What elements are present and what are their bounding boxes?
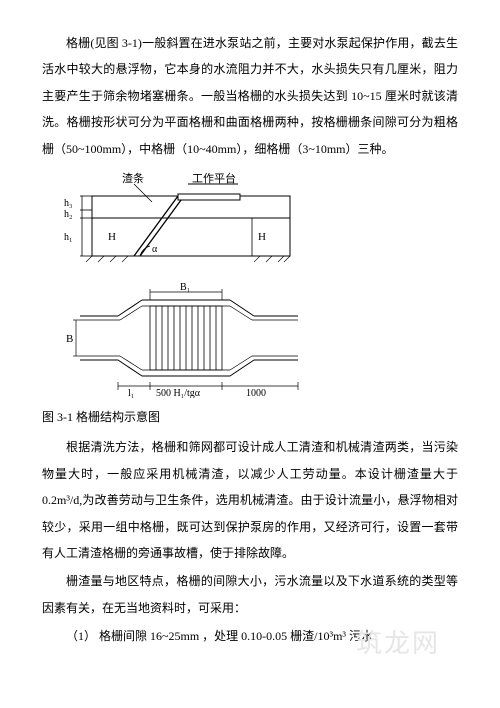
paragraph-intro: 格栅(见图 3-1)一般斜置在进水泵站之前，主要对水泵起保护作用，截去生活水中较… — [42, 30, 458, 162]
label-H-left: H — [108, 231, 116, 243]
grate-structure-svg: 渣条 工作平台 α h₃ h₂ h₁ H H — [60, 170, 320, 398]
label-alpha: α — [152, 244, 158, 255]
label-h3: h₃ — [64, 198, 73, 209]
dim-right: 1000 — [246, 388, 266, 398]
figure-3-1: 渣条 工作平台 α h₃ h₂ h₁ H H — [60, 170, 458, 398]
dim-mid: 500 H₁/tgα — [156, 388, 201, 398]
label-h2: h₂ — [64, 209, 73, 220]
paragraph-3: 栅渣量与地区特点，格栅的间隙大小，污水流量以及下水道系统的类型等因素有关，在无当… — [42, 568, 458, 621]
paragraph-2: 根据清洗方法，格栅和筛网都可设计成人工清渣和机械清渣两类，当污染物量大时，一般应… — [42, 434, 458, 566]
paragraph-4: （1） 格栅间隙 16~25mm ，处理 0.10-0.05 栅渣/10³m³ … — [42, 623, 458, 649]
label-h1: h₁ — [64, 232, 73, 243]
label-B1: B₁ — [180, 282, 190, 293]
label-platform: 工作平台 — [192, 171, 236, 185]
label-B: B — [66, 333, 73, 345]
figure-caption: 图 3-1 格栅结构示意图 — [42, 404, 458, 430]
dim-l1: l₁ — [128, 388, 134, 398]
label-H-right: H — [258, 231, 266, 243]
label-zhatiao: 渣条 — [122, 171, 144, 185]
